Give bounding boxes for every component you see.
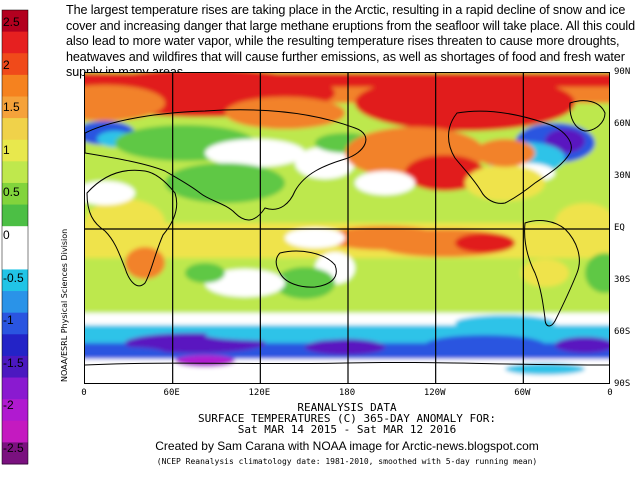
color-scale-swatch bbox=[2, 161, 28, 184]
map-graphic bbox=[85, 73, 609, 383]
color-scale-swatch bbox=[2, 204, 28, 227]
color-scale-swatch bbox=[2, 74, 28, 97]
color-scale-swatch bbox=[2, 312, 28, 335]
anomaly-region bbox=[185, 263, 225, 283]
color-scale-swatch bbox=[2, 334, 28, 357]
color-scale-tick-label: -2.5 bbox=[3, 441, 24, 455]
coastline-path bbox=[85, 109, 367, 221]
color-scale-tick-label: 1.5 bbox=[3, 100, 20, 115]
anomaly-region bbox=[545, 129, 585, 153]
longitude-label: 0 bbox=[607, 388, 613, 398]
color-scale-swatch bbox=[2, 247, 28, 270]
color-scale-swatch bbox=[2, 139, 28, 162]
color-scale-tick-label: -0.5 bbox=[3, 270, 24, 285]
anomaly-region bbox=[205, 329, 365, 341]
anomaly-region bbox=[165, 163, 285, 203]
anomaly-region bbox=[465, 165, 545, 201]
footer-note: (NCEP Reanalysis climatology date: 1981-… bbox=[156, 457, 538, 466]
latitude-label: 30S bbox=[614, 275, 631, 285]
anomaly-region bbox=[275, 267, 335, 299]
anomaly-map bbox=[84, 72, 610, 384]
longitude-label: 180 bbox=[338, 388, 356, 398]
anomaly-region bbox=[505, 363, 585, 375]
anomaly-region bbox=[355, 75, 575, 131]
color-scale-swatch bbox=[2, 182, 28, 206]
anomaly-region bbox=[521, 259, 569, 287]
color-scale-swatch bbox=[2, 442, 28, 465]
color-scale-swatches bbox=[1, 9, 29, 465]
anomaly-region bbox=[355, 171, 415, 195]
coastline-path bbox=[86, 169, 178, 287]
anomaly-region bbox=[305, 339, 385, 355]
color-scale-tick-label: 2.5 bbox=[3, 15, 20, 29]
anomaly-region bbox=[85, 85, 165, 121]
anomaly-region bbox=[455, 315, 555, 331]
footer-subtitle: SURFACE TEMPERATURES (C) 365-DAY ANOMALY… bbox=[197, 412, 496, 425]
latitude-label: 60N bbox=[614, 119, 631, 129]
source-credit-vertical: NOAA/ESRL Physical Sciences Division bbox=[60, 228, 69, 382]
color-scale-swatch bbox=[2, 420, 28, 443]
longitude-label: 0 bbox=[81, 388, 87, 398]
color-scale-swatch bbox=[2, 53, 28, 76]
longitude-label: 120W bbox=[423, 388, 446, 398]
anomaly-region bbox=[225, 97, 345, 129]
coastline-path bbox=[569, 100, 606, 132]
anomaly-region bbox=[175, 355, 235, 367]
anomaly-region bbox=[335, 363, 435, 375]
anomaly-region bbox=[205, 269, 285, 297]
anomaly-region bbox=[85, 181, 135, 205]
coastline-path bbox=[275, 250, 337, 288]
color-scale-swatch bbox=[2, 118, 28, 141]
anomaly-region bbox=[475, 139, 535, 167]
color-scale-tick-label: 2 bbox=[3, 57, 10, 72]
anomaly-region bbox=[585, 253, 609, 293]
latitude-label: 90S bbox=[614, 379, 631, 389]
longitude-label: 60E bbox=[163, 388, 180, 398]
anomaly-region bbox=[285, 228, 345, 248]
anomaly-region bbox=[125, 247, 165, 279]
caption-text: The largest temperature rises are taking… bbox=[66, 3, 636, 80]
graticule-lines bbox=[85, 73, 609, 383]
latitude-label: 60S bbox=[614, 327, 631, 337]
anomaly-region bbox=[205, 139, 305, 167]
color-scale-tick-label: -1.5 bbox=[3, 355, 24, 370]
color-scale-swatch bbox=[2, 355, 28, 379]
anomaly-region bbox=[425, 335, 545, 355]
longitude-label: 120E bbox=[248, 388, 271, 398]
color-scale-tick-label: 1 bbox=[3, 142, 10, 157]
color-scale-swatch bbox=[2, 31, 28, 54]
anomaly-region bbox=[405, 155, 485, 191]
anomaly-region bbox=[85, 199, 165, 247]
color-scale-swatch bbox=[2, 10, 28, 33]
latitude-label: EQ bbox=[614, 223, 625, 233]
footer-credit: Created by Sam Carana with NOAA image fo… bbox=[155, 439, 539, 453]
color-scale-swatch bbox=[2, 399, 28, 422]
anomaly-region bbox=[555, 337, 609, 353]
coastline-path bbox=[85, 361, 609, 366]
color-scale-swatch bbox=[2, 269, 28, 292]
color-scale-swatch bbox=[2, 226, 28, 249]
color-scale-swatch bbox=[2, 291, 28, 314]
anomaly-region bbox=[85, 347, 165, 359]
color-scale-swatch bbox=[2, 96, 28, 119]
anomaly-region bbox=[295, 147, 355, 179]
latitude-label: 90N bbox=[614, 67, 631, 77]
color-scale-bar: 2.5 2 1.5 1 0.5 0 -0.5 -1 -1.5 -2 -2.5 bbox=[0, 0, 32, 474]
longitude-label: 60W bbox=[514, 388, 531, 398]
color-scale-swatch bbox=[2, 377, 28, 400]
temperature-anomaly-field bbox=[85, 73, 609, 383]
footer-title: REANALYSIS DATA bbox=[297, 401, 397, 414]
color-scale-tick-label: -1 bbox=[3, 313, 14, 328]
color-scale-outline bbox=[1, 9, 29, 465]
anomaly-region bbox=[455, 233, 515, 253]
latitude-label: 30N bbox=[614, 171, 631, 181]
color-scale-tick-label: 0 bbox=[3, 228, 10, 242]
footer-date-range: Sat MAR 14 2015 - Sat MAR 12 2016 bbox=[237, 423, 457, 436]
color-scale-tick-label: 0.5 bbox=[3, 185, 20, 200]
color-scale-tick-label: -2 bbox=[3, 398, 14, 413]
